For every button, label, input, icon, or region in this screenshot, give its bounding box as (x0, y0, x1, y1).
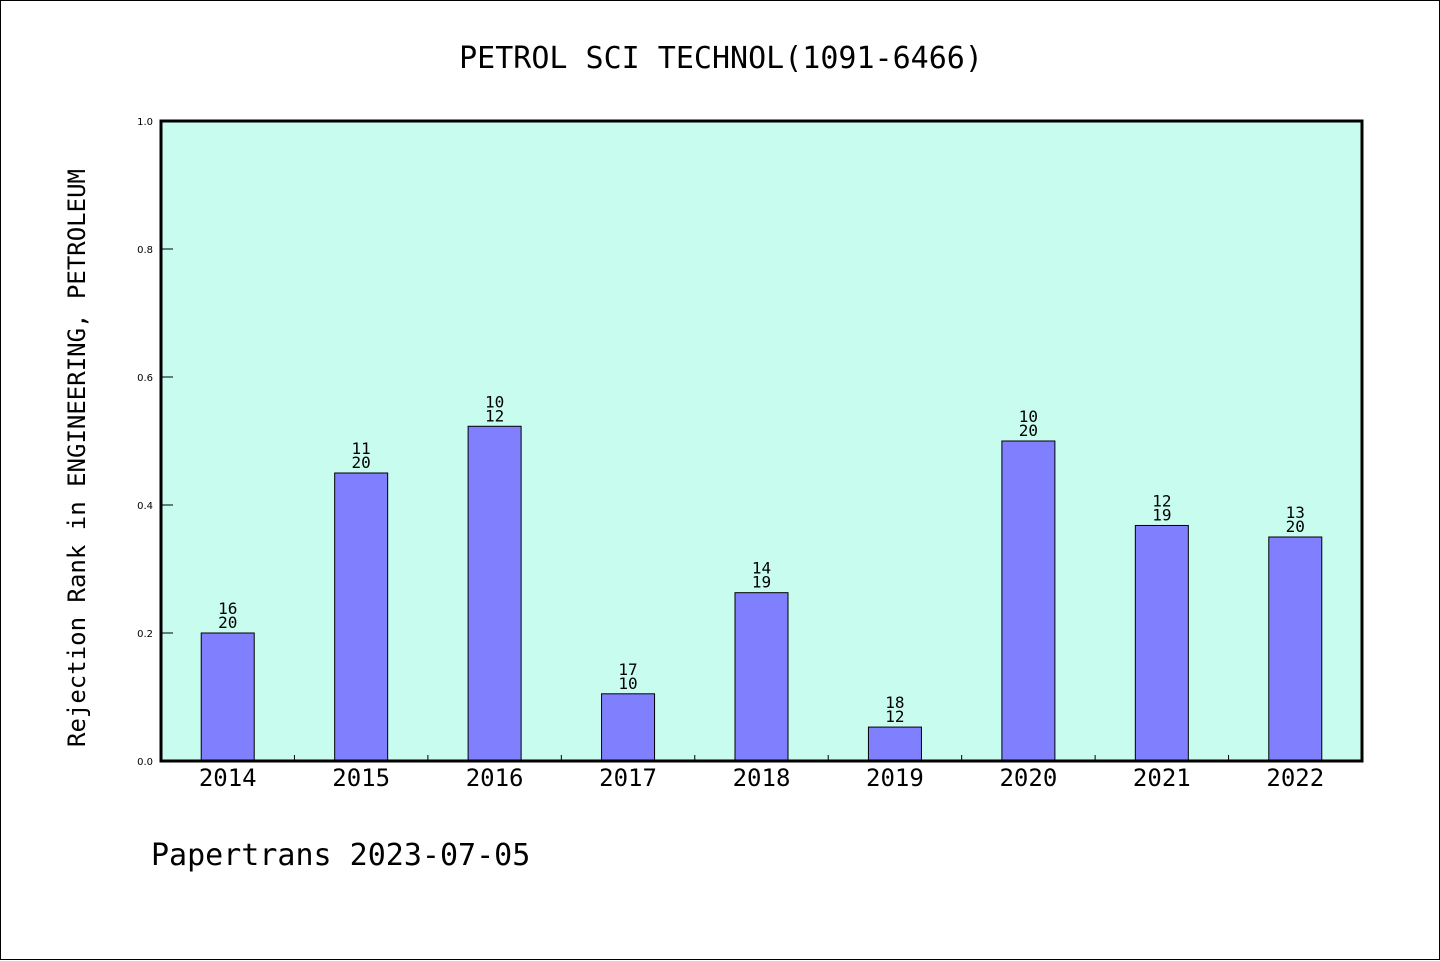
footer-text: Papertrans 2023-07-05 (151, 838, 530, 873)
bar-label-bottom-2021: 19 (1152, 505, 1171, 524)
x-tick-label-2022: 2022 (1266, 764, 1324, 792)
chart-title: PETROL SCI TECHNOL(1091-6466) (459, 41, 983, 76)
bar-label-bottom-2018: 19 (752, 573, 771, 592)
bar-label-top-2018: 14 (752, 559, 771, 578)
y-tick-label-2: 0.4 (137, 501, 153, 512)
bar-2014 (200, 632, 255, 762)
x-tick-label-2020: 2020 (999, 764, 1057, 792)
x-tick-label-2018: 2018 (733, 764, 791, 792)
bar-label-bottom-2022: 20 (1286, 517, 1305, 536)
plot-border (159, 119, 1364, 763)
x-tick-label-2019: 2019 (866, 764, 924, 792)
x-tick-label-2014: 2014 (199, 764, 257, 792)
ticks-layer: 2014 2015 2016 2017 2018 2019 2020 2021 20220.00… (137, 117, 1324, 792)
bar-2020 (1001, 440, 1056, 762)
bar-label-top-2021: 12 (1152, 491, 1171, 510)
bar-2019 (867, 726, 922, 762)
bar-label-bottom-2016: 12 (485, 406, 504, 425)
bar-label-top-2022: 13 (1286, 503, 1305, 522)
bar-label-bottom-2019: 12 (885, 707, 904, 726)
bar-2017 (601, 693, 656, 762)
bar-label-top-2015: 11 (352, 439, 371, 458)
bar-label-top-2014: 16 (218, 599, 237, 618)
x-tick-label-2015: 2015 (332, 764, 390, 792)
bar-label-top-2017: 17 (618, 660, 637, 679)
y-tick-label-0: 0.0 (137, 757, 153, 768)
bar-2021 (1134, 524, 1189, 762)
y-tick-label-4: 0.8 (137, 245, 153, 256)
y-tick-label-3: 0.6 (137, 373, 153, 384)
y-tick-label-5: 1.0 (137, 117, 153, 128)
bar-label-top-2020: 10 (1019, 407, 1038, 426)
bar-label-top-2019: 18 (885, 693, 904, 712)
bar-2018 (734, 592, 789, 762)
bar-2016 (467, 425, 522, 762)
bar-2022 (1268, 536, 1323, 762)
x-tick-label-2021: 2021 (1133, 764, 1191, 792)
bar-label-bottom-2020: 20 (1019, 421, 1038, 440)
bar-label-bottom-2015: 20 (352, 453, 371, 472)
bar-label-top-2016: 10 (485, 392, 504, 411)
bar-label-bottom-2014: 20 (218, 613, 237, 632)
y-axis-label: Rejection Rank in ENGINEERING, PETROLEUM (63, 169, 91, 747)
y-tick-label-1: 0.2 (137, 629, 153, 640)
x-tick-label-2017: 2017 (599, 764, 657, 792)
bar-label-bottom-2017: 10 (618, 674, 637, 693)
bar-2015 (334, 472, 389, 762)
x-tick-label-2016: 2016 (466, 764, 524, 792)
